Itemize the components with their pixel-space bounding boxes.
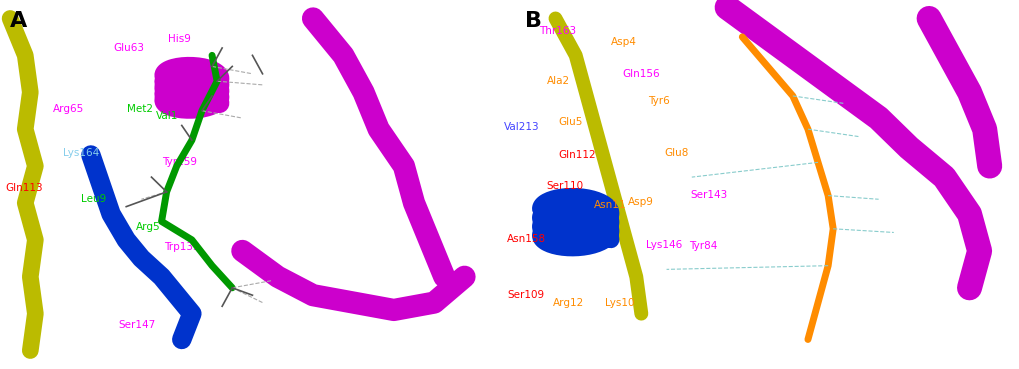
Text: Tyr6: Tyr6 <box>647 96 669 107</box>
Text: Glu5: Glu5 <box>558 117 582 127</box>
Text: Asn158: Asn158 <box>506 234 545 244</box>
Text: Arg5: Arg5 <box>136 222 161 232</box>
Text: Glu63: Glu63 <box>113 43 144 53</box>
Text: Ala2: Ala2 <box>546 76 569 86</box>
Text: Gln113: Gln113 <box>5 183 43 193</box>
Text: Asp4: Asp4 <box>610 37 636 48</box>
Text: Ser143: Ser143 <box>690 190 728 200</box>
Text: Leu9: Leu9 <box>82 194 106 204</box>
Text: B: B <box>525 11 542 31</box>
Text: Lys10: Lys10 <box>604 297 634 308</box>
Text: His9: His9 <box>168 34 191 44</box>
Text: Ser109: Ser109 <box>507 290 544 300</box>
Text: Asn11: Asn11 <box>593 200 626 210</box>
Text: Glu8: Glu8 <box>663 148 688 158</box>
Text: Arg12: Arg12 <box>552 297 583 308</box>
Text: Ser110: Ser110 <box>545 181 583 192</box>
Text: Trp133: Trp133 <box>164 242 200 252</box>
Text: Lys164: Lys164 <box>62 148 99 158</box>
Text: Tyr159: Tyr159 <box>162 157 197 168</box>
Text: Asp9: Asp9 <box>628 197 653 207</box>
Text: Gln156: Gln156 <box>622 69 659 79</box>
Text: Val1: Val1 <box>155 111 177 121</box>
Text: Gln112: Gln112 <box>557 150 595 160</box>
Text: A: A <box>10 11 28 31</box>
Text: Tyr84: Tyr84 <box>689 241 717 252</box>
Text: Thr163: Thr163 <box>539 26 576 37</box>
Text: Met2: Met2 <box>127 104 153 114</box>
Text: Lys146: Lys146 <box>645 240 682 251</box>
Text: Arg65: Arg65 <box>53 104 84 114</box>
Text: Val213: Val213 <box>503 122 539 132</box>
Text: Ser147: Ser147 <box>118 320 156 330</box>
